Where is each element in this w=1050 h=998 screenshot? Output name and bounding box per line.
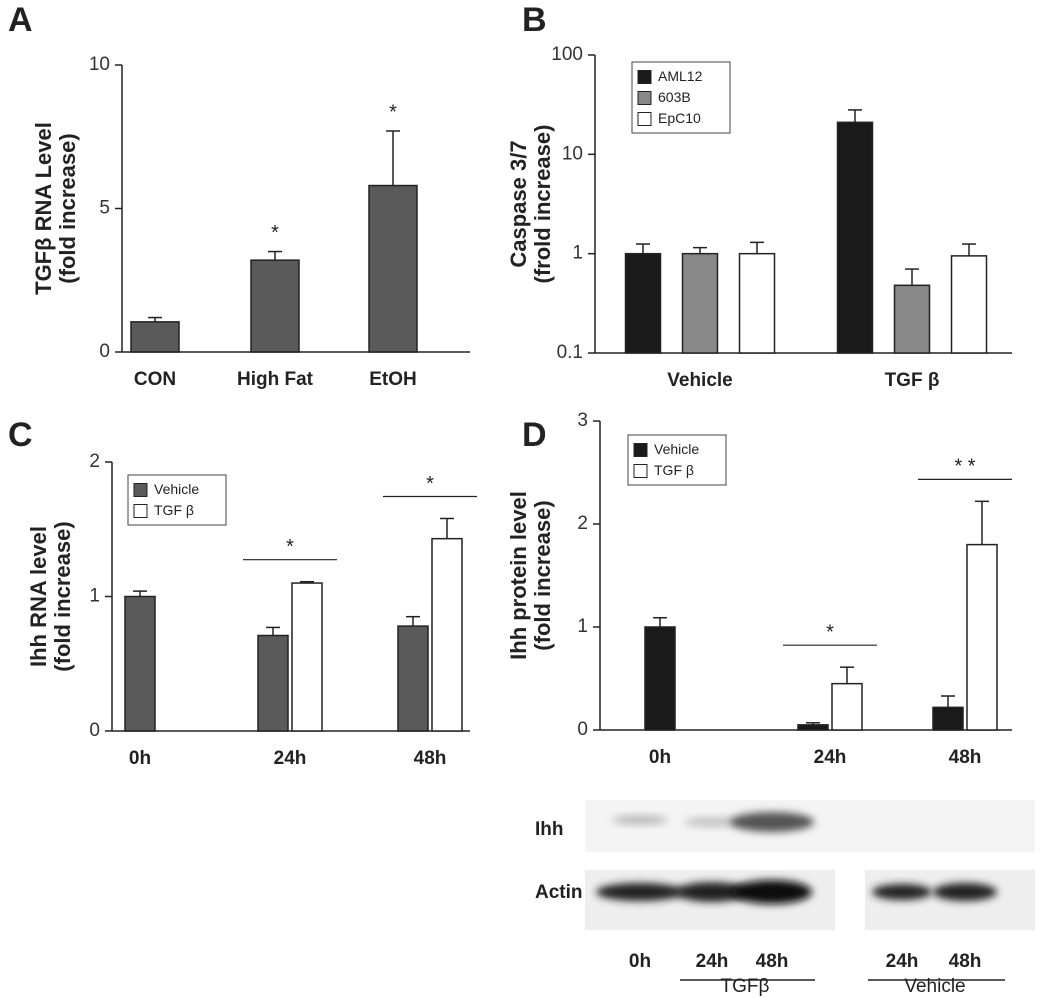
bar — [431, 537, 463, 732]
bar — [644, 626, 676, 731]
x-tick-label: 0h — [129, 748, 151, 769]
bar — [836, 121, 874, 354]
panel-letter: D — [522, 416, 547, 454]
panel-letter: B — [522, 1, 547, 39]
legend-swatch — [637, 70, 652, 84]
y-axis-label: (frold increase) — [530, 125, 555, 284]
significance-label: * — [389, 101, 397, 123]
bar — [624, 252, 662, 354]
x-tick-label: 48h — [949, 747, 982, 768]
blot-lane-label: 48h — [756, 951, 789, 972]
legend-swatch — [133, 504, 148, 518]
bar — [966, 543, 998, 731]
y-tick-label: 0 — [89, 720, 100, 741]
bar — [831, 682, 863, 731]
y-tick-label: 0 — [99, 341, 110, 362]
legend-label: TGF β — [654, 462, 694, 478]
x-tick-label: Vehicle — [667, 370, 733, 391]
blot-band — [933, 883, 997, 901]
western-blot: Ihh Actin 0h 24h 48h 24h 48h TGFβ Vehicl… — [535, 800, 1035, 997]
x-tick-label: EtOH — [369, 369, 417, 390]
blot-strip — [865, 870, 1035, 930]
legend-label: AML12 — [658, 68, 703, 84]
legend-label: Vehicle — [154, 481, 199, 497]
blot-group-label: Vehicle — [904, 976, 965, 997]
significance-label: * — [286, 536, 294, 558]
bar — [250, 259, 300, 353]
x-tick-label: TGF β — [885, 370, 940, 391]
x-tick-label: 48h — [414, 748, 447, 769]
legend-label: TGF β — [154, 502, 194, 518]
legend-swatch — [633, 464, 648, 478]
bar — [950, 255, 988, 354]
y-tick-label: 1 — [572, 243, 583, 264]
bar — [124, 595, 156, 732]
panel-letter: A — [8, 1, 33, 39]
y-tick-label: 0.1 — [557, 342, 583, 363]
blot-band — [676, 882, 748, 902]
blot-lane-label: 24h — [886, 951, 919, 972]
y-tick-label: 2 — [89, 451, 100, 472]
blot-lane-label: 24h — [696, 951, 729, 972]
bar — [738, 252, 776, 354]
significance-label: * — [826, 621, 834, 643]
x-tick-label: 24h — [814, 747, 847, 768]
significance-label: * — [271, 222, 279, 244]
significance-label: * — [426, 473, 434, 495]
y-axis-label: TGFβ RNA Level — [31, 122, 56, 295]
bar — [291, 582, 323, 732]
bar — [681, 252, 719, 354]
blot-group-label: TGFβ — [721, 976, 770, 997]
legend-label: Vehicle — [654, 441, 699, 457]
blot-band — [872, 884, 932, 900]
blot-band — [732, 880, 812, 904]
bar — [368, 184, 418, 353]
y-axis-label: (fold increase) — [530, 500, 555, 650]
y-axis-label: Ihh protein level — [506, 491, 531, 660]
y-tick-label: 0 — [577, 719, 588, 740]
bar — [893, 284, 931, 354]
legend-label: EpC10 — [658, 110, 701, 126]
legend-swatch — [633, 443, 648, 457]
y-tick-label: 2 — [577, 513, 588, 534]
blot-lane-label: 0h — [629, 951, 651, 972]
blot-row-label: Actin — [535, 882, 583, 903]
legend-swatch — [637, 112, 652, 126]
panel-letter: C — [8, 416, 33, 454]
x-tick-label: 24h — [274, 748, 307, 769]
y-tick-label: 100 — [551, 44, 583, 65]
legend-label: 603B — [658, 89, 691, 105]
y-tick-label: 5 — [99, 198, 110, 219]
legend-swatch — [637, 91, 652, 105]
y-tick-label: 10 — [562, 143, 583, 164]
blot-band — [684, 817, 740, 827]
y-tick-label: 10 — [89, 54, 110, 75]
bar — [797, 724, 829, 731]
significance-label: * * — [954, 456, 975, 478]
y-tick-label: 3 — [577, 410, 588, 431]
bar — [397, 625, 429, 732]
y-tick-label: 1 — [577, 616, 588, 637]
blot-band — [596, 883, 684, 901]
bar — [932, 706, 964, 731]
y-axis-label: (fold increase) — [55, 133, 80, 283]
blot-row-label: Ihh — [535, 819, 564, 840]
blot-band — [612, 815, 668, 825]
y-axis-label: (fold increase) — [50, 521, 75, 671]
bar — [257, 634, 289, 732]
x-tick-label: CON — [134, 369, 176, 390]
legend-swatch — [133, 483, 148, 497]
x-tick-label: High Fat — [237, 369, 314, 390]
y-axis-label: Caspase 3/7 — [506, 140, 531, 267]
x-tick-label: 0h — [649, 747, 671, 768]
blot-band — [730, 812, 814, 832]
blot-lane-label: 48h — [949, 951, 982, 972]
bar — [130, 321, 180, 353]
y-tick-label: 1 — [89, 586, 100, 607]
y-axis-label: Ihh RNA level — [26, 526, 51, 667]
